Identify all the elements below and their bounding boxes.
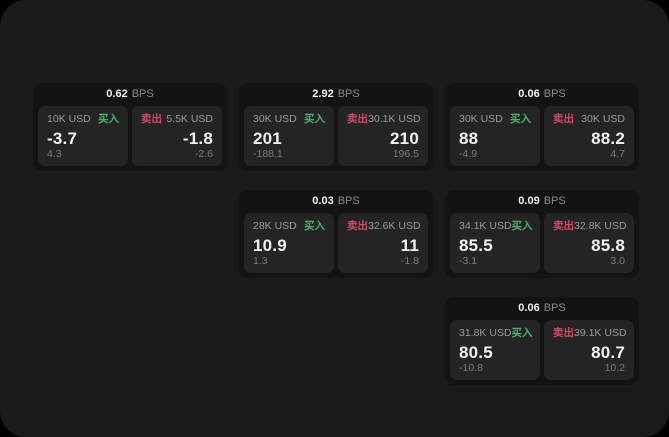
bps-header: 0.03 BPS	[244, 190, 428, 213]
buy-sub-value: -188.1	[253, 147, 283, 160]
bps-header: 0.62 BPS	[38, 83, 222, 106]
sell-amount: 30.1K USD	[368, 113, 421, 125]
sell-amount: 39.1K USD	[574, 327, 627, 339]
sell-pane[interactable]: 卖出 32.8K USD 85.8 3.0	[544, 213, 634, 273]
quote-panes: 28K USD 买入 10.9 1.3 卖出 32.6K USD 11 -1.8	[244, 213, 428, 273]
sell-price: 80.7	[591, 342, 625, 362]
quote-card-3: 0.06 BPS 30K USD 买入 88 -4.9 卖出 30K USD	[445, 83, 639, 171]
sell-amount: 32.6K USD	[368, 220, 421, 232]
bps-value: 0.62	[106, 88, 128, 100]
sell-sub-value: 4.7	[610, 147, 625, 160]
sell-price: 88.2	[591, 128, 625, 148]
quote-grid: 0.62 BPS 10K USD 买入 -3.7 4.3 卖出 5.5K USD	[33, 83, 639, 385]
quote-panes: 30K USD 买入 201 -188.1 卖出 30.1K USD 210 1…	[244, 106, 428, 166]
bps-unit-label: BPS	[543, 195, 566, 207]
buy-price: 85.5	[459, 235, 493, 255]
bps-unit-label: BPS	[337, 88, 360, 100]
bps-header: 0.06 BPS	[450, 297, 634, 320]
sell-side-label: 卖出	[347, 113, 368, 125]
sell-amount: 5.5K USD	[166, 113, 213, 125]
bps-header: 0.06 BPS	[450, 83, 634, 106]
quote-card-4: 0.03 BPS 28K USD 买入 10.9 1.3 卖出 32.6K US…	[239, 190, 433, 278]
buy-amount: 31.8K USD	[459, 327, 512, 339]
buy-amount: 30K USD	[253, 113, 297, 125]
sell-pane[interactable]: 卖出 30.1K USD 210 196.5	[338, 106, 428, 166]
quote-panes: 34.1K USD 买入 85.5 -3.1 卖出 32.8K USD 85.8…	[450, 213, 634, 273]
buy-price: 10.9	[253, 235, 287, 255]
bps-value: 2.92	[312, 88, 334, 100]
buy-price: -3.7	[47, 128, 78, 148]
buy-pane[interactable]: 28K USD 买入 10.9 1.3	[244, 213, 334, 273]
bps-value: 0.03	[312, 195, 334, 207]
sell-sub-value: -1.8	[400, 254, 419, 267]
buy-sub-value: -10.8	[459, 361, 483, 374]
sell-price: -1.8	[182, 128, 213, 148]
sell-pane[interactable]: 卖出 5.5K USD -1.8 -2.6	[132, 106, 222, 166]
buy-amount: 30K USD	[459, 113, 503, 125]
buy-pane[interactable]: 30K USD 买入 88 -4.9	[450, 106, 540, 166]
sell-side-label: 卖出	[347, 220, 368, 232]
buy-amount: 10K USD	[47, 113, 91, 125]
quote-panes: 30K USD 买入 88 -4.9 卖出 30K USD 88.2 4.7	[450, 106, 634, 166]
sell-sub-value: -2.6	[194, 147, 213, 160]
bps-header: 2.92 BPS	[244, 83, 428, 106]
bps-value: 0.06	[518, 302, 540, 314]
buy-amount: 28K USD	[253, 220, 297, 232]
sell-side-label: 卖出	[553, 327, 574, 339]
buy-sub-value: -4.9	[459, 147, 478, 160]
sell-price: 11	[400, 235, 419, 255]
buy-sub-value: 4.3	[47, 147, 62, 160]
sell-pane[interactable]: 卖出 32.6K USD 11 -1.8	[338, 213, 428, 273]
quote-card-1: 0.62 BPS 10K USD 买入 -3.7 4.3 卖出 5.5K USD	[33, 83, 227, 171]
sell-price: 210	[390, 128, 419, 148]
buy-price: 201	[253, 128, 282, 148]
bps-value: 0.06	[518, 88, 540, 100]
bps-header: 0.09 BPS	[450, 190, 634, 213]
sell-amount: 30K USD	[581, 113, 625, 125]
sell-pane[interactable]: 卖出 30K USD 88.2 4.7	[544, 106, 634, 166]
sell-side-label: 卖出	[141, 113, 162, 125]
buy-price: 88	[459, 128, 479, 148]
buy-side-label: 买入	[304, 113, 325, 125]
sell-sub-value: 10.2	[604, 361, 625, 374]
sell-sub-value: 3.0	[610, 254, 625, 267]
bps-unit-label: BPS	[543, 88, 566, 100]
quote-card-2: 2.92 BPS 30K USD 买入 201 -188.1 卖出 30.1K …	[239, 83, 433, 171]
buy-pane[interactable]: 30K USD 买入 201 -188.1	[244, 106, 334, 166]
buy-side-label: 买入	[98, 113, 119, 125]
buy-price: 80.5	[459, 342, 493, 362]
sell-amount: 32.8K USD	[574, 220, 627, 232]
quote-card-5: 0.09 BPS 34.1K USD 买入 85.5 -3.1 卖出 32.8K…	[445, 190, 639, 278]
bps-unit-label: BPS	[543, 302, 566, 314]
buy-sub-value: 1.3	[253, 254, 268, 267]
bps-unit-label: BPS	[337, 195, 360, 207]
quote-panes: 10K USD 买入 -3.7 4.3 卖出 5.5K USD -1.8 -2.…	[38, 106, 222, 166]
bps-value: 0.09	[518, 195, 540, 207]
buy-pane[interactable]: 34.1K USD 买入 85.5 -3.1	[450, 213, 540, 273]
buy-side-label: 买入	[511, 327, 533, 339]
sell-side-label: 卖出	[553, 220, 574, 232]
buy-amount: 34.1K USD	[459, 220, 512, 232]
quote-panes: 31.8K USD 买入 80.5 -10.8 卖出 39.1K USD 80.…	[450, 320, 634, 380]
sell-price: 85.8	[591, 235, 625, 255]
bps-unit-label: BPS	[131, 88, 154, 100]
sell-side-label: 卖出	[553, 113, 574, 125]
quote-card-6: 0.06 BPS 31.8K USD 买入 80.5 -10.8 卖出 39.1…	[445, 297, 639, 385]
buy-sub-value: -3.1	[459, 254, 478, 267]
buy-side-label: 买入	[510, 113, 531, 125]
buy-side-label: 买入	[304, 220, 325, 232]
buy-pane[interactable]: 10K USD 买入 -3.7 4.3	[38, 106, 128, 166]
sell-pane[interactable]: 卖出 39.1K USD 80.7 10.2	[544, 320, 634, 380]
sell-sub-value: 196.5	[392, 147, 419, 160]
buy-side-label: 买入	[511, 220, 533, 232]
buy-pane[interactable]: 31.8K USD 买入 80.5 -10.8	[450, 320, 540, 380]
